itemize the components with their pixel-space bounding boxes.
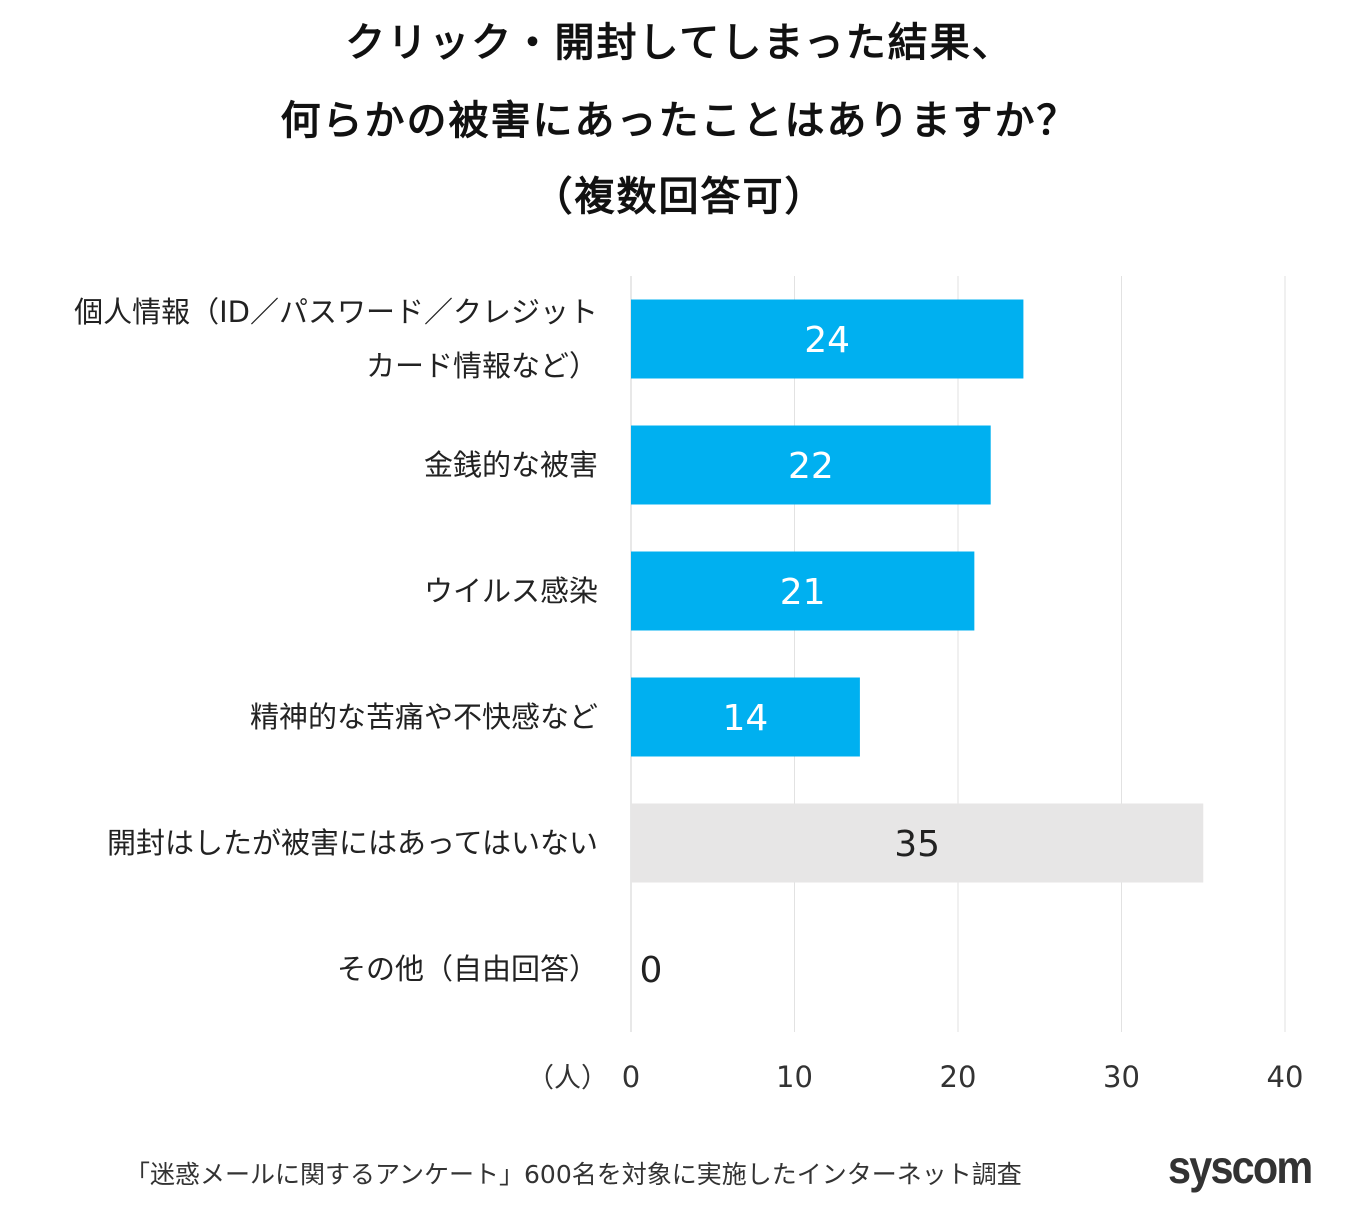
x-axis-unit-label: （人） <box>527 1063 608 1094</box>
category-label: 金銭的な被害 <box>423 448 598 482</box>
x-tick-label: 40 <box>1267 1060 1304 1094</box>
bar <box>631 551 975 631</box>
bar <box>631 677 860 757</box>
source-note: 「迷惑メールに関するアンケート」600名を対象に実施したインターネット調査 <box>125 1160 1022 1189</box>
x-tick-label: 0 <box>622 1060 640 1094</box>
category-label: 開封はしたが被害にはあってはいない <box>107 826 598 860</box>
bar <box>631 803 1204 883</box>
category-label: カード情報など） <box>365 349 598 383</box>
chart-title-line-1: クリック・開封してしまった結果、 <box>345 20 1014 66</box>
category-label: 精神的な苦痛や不快感など <box>249 700 598 734</box>
category-label: その他（自由回答） <box>336 952 598 986</box>
category-label: ウイルス感染 <box>423 574 598 608</box>
x-tick-label: 10 <box>776 1060 813 1094</box>
x-tick-label: 20 <box>940 1060 977 1094</box>
data-label: 14 <box>723 698 769 739</box>
data-label: 0 <box>640 950 663 991</box>
data-label: 21 <box>780 572 826 613</box>
bar <box>631 299 1024 379</box>
x-tick-label: 30 <box>1103 1060 1140 1094</box>
chart-title-line-2: 何らかの被害にあったことはありますか？ <box>280 98 1079 144</box>
bar <box>631 425 991 505</box>
data-label: 24 <box>804 320 850 361</box>
syscom-logo: syscom <box>1168 1141 1313 1193</box>
data-label: 22 <box>788 446 834 487</box>
category-label: 個人情報（ID／パスワード／クレジット <box>74 295 598 329</box>
chart-title-line-3: （複数回答可） <box>532 174 827 220</box>
data-label: 35 <box>894 824 940 865</box>
